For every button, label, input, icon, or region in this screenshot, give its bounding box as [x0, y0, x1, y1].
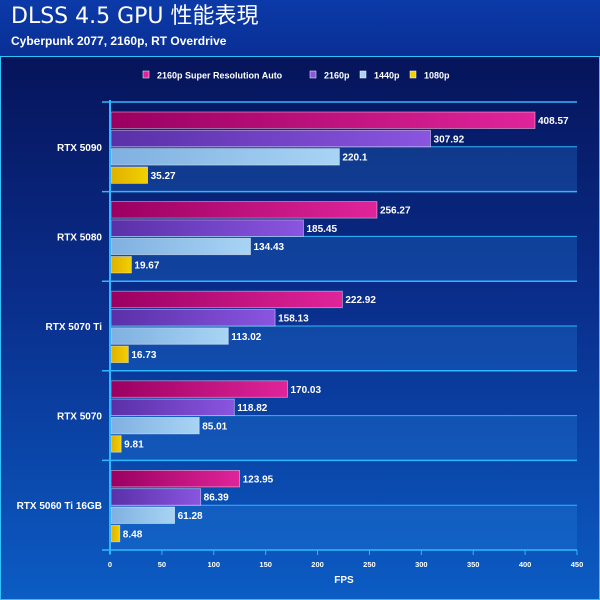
data-label: 113.02 — [231, 332, 261, 343]
bar-1080p — [110, 524, 121, 543]
x-tick-label: 100 — [208, 560, 221, 569]
bar-2160p-super-resolution-auto — [110, 111, 536, 129]
data-label: 408.57 — [538, 116, 569, 127]
bar-2160p-super-resolution-auto — [110, 201, 378, 219]
x-tick-label: 300 — [415, 560, 428, 569]
legend-label: 2160p Super Resolution Auto — [157, 71, 283, 81]
bar-2160p — [110, 309, 276, 327]
legend-label: 1440p — [374, 71, 400, 81]
category-label: RTX 5070 Ti — [45, 322, 102, 333]
data-label: 158.13 — [278, 314, 309, 325]
data-label: 256.27 — [380, 206, 411, 217]
category-label: RTX 5070 — [57, 412, 102, 423]
bar-2160p-super-resolution-auto — [110, 290, 343, 309]
data-label: 222.92 — [345, 295, 376, 306]
bar-1080p — [110, 435, 122, 453]
bar-1440p — [110, 237, 251, 256]
bar-1440p — [110, 327, 229, 345]
bar-2160p — [110, 398, 235, 417]
data-label: 8.48 — [123, 529, 143, 540]
bar-2160p-super-resolution-auto — [110, 469, 241, 488]
bar-1440p — [110, 148, 340, 166]
bar-2160p — [110, 488, 202, 506]
category-label: RTX 5060 Ti 16GB — [17, 501, 102, 512]
x-tick-label: 400 — [519, 560, 532, 569]
x-tick-label: 200 — [311, 560, 324, 569]
bar-2160p — [110, 129, 431, 148]
data-label: 85.01 — [202, 421, 227, 432]
data-label: 61.28 — [178, 511, 203, 522]
x-tick-label: 0 — [108, 560, 112, 569]
data-label: 16.73 — [131, 350, 156, 361]
x-tick-label: 350 — [467, 560, 480, 569]
data-label: 86.39 — [204, 493, 229, 504]
bar-1080p — [110, 345, 129, 364]
chart-title: DLSS 4.5 GPU 性能表現 — [11, 4, 259, 29]
x-tick-label: 50 — [158, 560, 166, 569]
category-label: RTX 5090 — [57, 143, 102, 154]
x-tick-label: 150 — [259, 560, 272, 569]
data-label: 19.67 — [134, 261, 159, 272]
data-label: 118.82 — [237, 403, 267, 414]
bar-1080p — [110, 256, 132, 274]
legend-swatch — [409, 70, 417, 79]
x-tick-label: 450 — [571, 560, 584, 569]
bar-2160p-super-resolution-auto — [110, 380, 288, 398]
x-tick-label: 250 — [363, 560, 376, 569]
data-label: 307.92 — [434, 134, 465, 145]
data-label: 134.43 — [254, 242, 285, 253]
bar-2160p — [110, 219, 304, 237]
bar-1440p — [110, 416, 200, 435]
legend-label: 1080p — [424, 71, 450, 81]
legend-swatch — [309, 70, 317, 79]
category-label: RTX 5080 — [57, 232, 102, 243]
data-label: 185.45 — [306, 224, 337, 235]
group-band — [110, 505, 577, 550]
data-label: 123.95 — [243, 474, 274, 485]
x-axis-title: FPS — [334, 575, 354, 586]
legend-label: 2160p — [324, 71, 350, 81]
legend-swatch — [359, 70, 367, 79]
data-label: 220.1 — [342, 153, 367, 164]
bar-1080p — [110, 166, 149, 184]
legend-swatch — [142, 70, 150, 79]
data-label: 35.27 — [151, 171, 176, 182]
chart-header: DLSS 4.5 GPU 性能表現 Cyberpunk 2077, 2160p,… — [0, 0, 600, 56]
data-label: 170.03 — [290, 385, 321, 396]
bar-1440p — [110, 506, 175, 524]
data-label: 9.81 — [124, 440, 144, 451]
chart-subtitle: Cyberpunk 2077, 2160p, RT Overdrive — [11, 34, 227, 48]
